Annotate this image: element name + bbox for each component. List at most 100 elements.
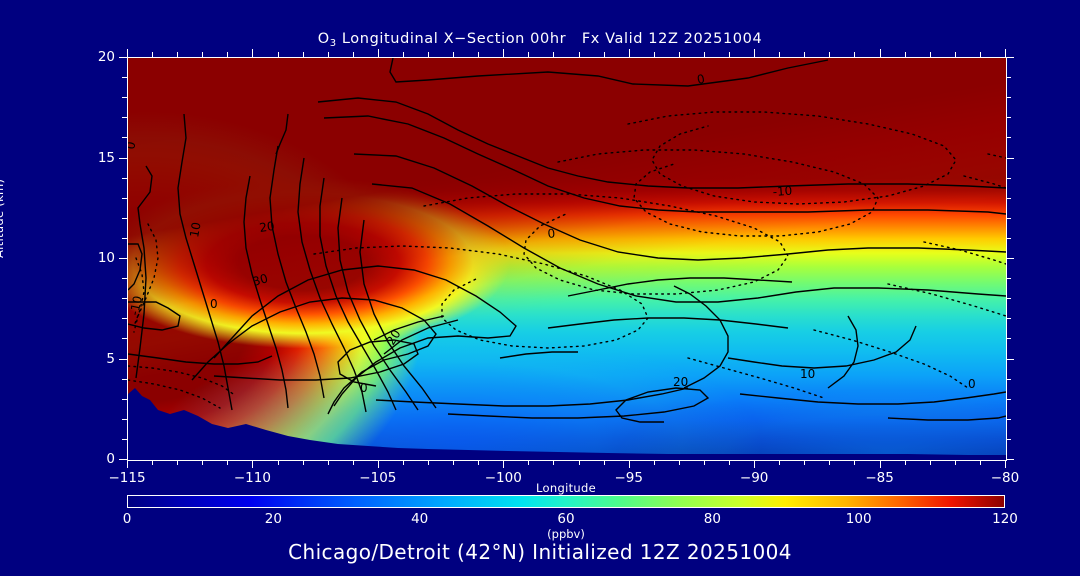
- colorbar-tick-label: 120: [992, 511, 1018, 527]
- x-axis-title: Longitude: [536, 481, 596, 495]
- x-tick-top: [227, 52, 228, 57]
- contour-label-20-east: 20: [384, 327, 404, 347]
- x-tick-top: [453, 52, 454, 57]
- x-tick-top: [278, 52, 279, 57]
- x-tick: [629, 460, 630, 468]
- y-tick-right: [1006, 238, 1011, 239]
- x-tick-top: [604, 52, 605, 57]
- x-tick-top: [955, 52, 956, 57]
- contour-label-0-top: 0: [696, 72, 706, 87]
- x-tick-top: [679, 52, 680, 57]
- x-tick-top: [403, 52, 404, 57]
- x-tick: [930, 460, 931, 465]
- x-tick: [252, 460, 253, 468]
- colorbar: [127, 495, 1005, 508]
- x-tick-label: −105: [359, 470, 397, 486]
- y-tick-label: 5: [106, 350, 115, 367]
- x-tick: [579, 460, 580, 465]
- colorbar-gradient: [127, 495, 1005, 508]
- x-tick: [679, 460, 680, 465]
- y-tick-right: [1006, 419, 1011, 420]
- y-tick-label: 15: [97, 149, 115, 166]
- x-tick: [177, 460, 178, 465]
- x-tick-top: [804, 52, 805, 57]
- colorbar-tick-label: 80: [703, 511, 721, 527]
- y-tick: [122, 137, 127, 138]
- x-tick-top: [503, 49, 504, 57]
- x-tick: [503, 460, 504, 468]
- x-tick: [955, 460, 956, 465]
- y-tick: [122, 178, 127, 179]
- x-tick: [779, 460, 780, 465]
- y-tick: [122, 278, 127, 279]
- colorbar-tick-label: 20: [264, 511, 282, 527]
- y-tick-right: [1006, 178, 1011, 179]
- x-tick-label: −115: [108, 470, 146, 486]
- x-tick: [754, 460, 755, 468]
- figure-caption: Chicago/Detroit (42°N) Initialized 12Z 2…: [288, 540, 792, 564]
- y-tick: [119, 57, 127, 58]
- x-tick: [227, 460, 228, 465]
- title-species: O: [317, 31, 330, 47]
- x-tick: [704, 460, 705, 465]
- x-tick: [328, 460, 329, 465]
- x-tick: [604, 460, 605, 465]
- y-tick-right: [1006, 318, 1011, 319]
- y-tick: [119, 158, 127, 159]
- contour-label-neg10-east: -10: [772, 184, 793, 199]
- x-tick-top: [779, 52, 780, 57]
- y-tick: [122, 117, 127, 118]
- y-tick-right: [1006, 218, 1011, 219]
- x-tick-top: [829, 52, 830, 57]
- colorbar-tick-label: 40: [411, 511, 429, 527]
- y-tick: [122, 218, 127, 219]
- y-tick: [122, 298, 127, 299]
- x-tick: [152, 460, 153, 465]
- x-tick: [854, 460, 855, 465]
- x-tick: [378, 460, 379, 468]
- x-tick-top: [729, 52, 730, 57]
- colorbar-tick-label: 0: [122, 511, 132, 527]
- eastern-boundary-layer: [128, 58, 1006, 460]
- x-tick-top: [854, 52, 855, 57]
- contour-label-0: 0: [128, 140, 139, 150]
- x-tick: [729, 460, 730, 465]
- x-tick-top: [654, 52, 655, 57]
- y-tick: [122, 238, 127, 239]
- y-tick: [122, 318, 127, 319]
- y-tick-right: [1006, 258, 1014, 259]
- y-tick: [122, 77, 127, 78]
- x-tick-top: [478, 52, 479, 57]
- y-axis-title: Altitude (km): [0, 178, 6, 258]
- title-subscript: 3: [329, 38, 337, 49]
- contour-label-30: 30: [251, 271, 270, 289]
- contour-label-0-lowmid: 0: [360, 381, 368, 395]
- x-tick: [278, 460, 279, 465]
- wind-contours: 0 10 -10 20 30 20 0 0 -10 0 20 10 0 0: [128, 58, 1006, 423]
- x-tick-top: [930, 52, 931, 57]
- x-tick-top: [202, 52, 203, 57]
- y-tick-right: [1006, 97, 1011, 98]
- y-tick-right: [1006, 137, 1011, 138]
- y-tick: [122, 379, 127, 380]
- colorbar-tick-label: 60: [557, 511, 575, 527]
- x-tick-label: −110: [233, 470, 271, 486]
- x-tick-top: [127, 49, 128, 57]
- contour-label-20-low: 20: [673, 375, 688, 389]
- x-tick-label: −95: [614, 470, 643, 486]
- x-tick: [202, 460, 203, 465]
- contour-label-0-low: 0: [210, 297, 218, 311]
- x-tick: [127, 460, 128, 468]
- y-tick-right: [1006, 359, 1014, 360]
- y-tick-right: [1006, 298, 1011, 299]
- x-tick-top: [754, 49, 755, 57]
- y-tick: [119, 258, 127, 259]
- contour-label-0-lowright: 0: [968, 377, 976, 391]
- terrain-mask: [128, 388, 1006, 460]
- y-tick-right: [1006, 459, 1014, 460]
- y-tick: [122, 399, 127, 400]
- contour-label-10-low: 10: [800, 367, 815, 381]
- contour-label-20: 20: [258, 219, 275, 235]
- y-tick: [119, 459, 127, 460]
- cross-section-plot: 0 10 -10 20 30 20 0 0 -10 0 20 10 0 0: [127, 57, 1007, 461]
